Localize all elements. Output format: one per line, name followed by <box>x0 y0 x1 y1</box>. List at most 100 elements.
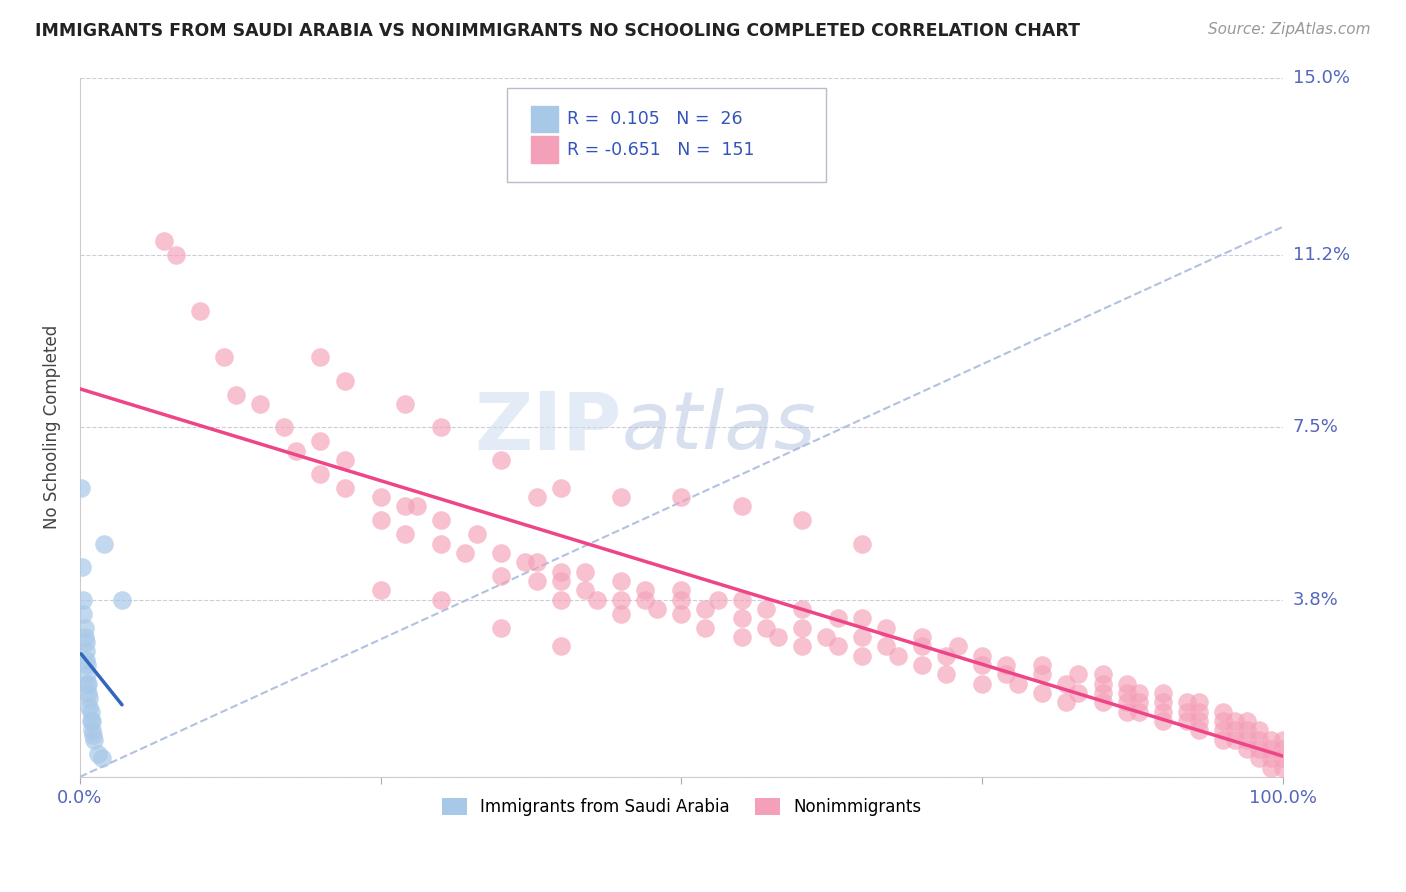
Point <box>1007 676 1029 690</box>
Point <box>790 513 813 527</box>
Point <box>73 621 96 635</box>
Point <box>76 657 98 672</box>
Point <box>586 592 609 607</box>
Point <box>730 592 752 607</box>
Point <box>370 583 392 598</box>
Point <box>1091 667 1114 681</box>
Point <box>75 634 97 648</box>
Point <box>695 602 717 616</box>
Point <box>1031 667 1053 681</box>
Bar <box>531 136 558 163</box>
Point <box>972 648 994 663</box>
Point <box>972 657 994 672</box>
Point <box>1212 714 1234 728</box>
Point <box>394 500 416 514</box>
Point <box>333 453 356 467</box>
Point <box>946 640 969 654</box>
Text: IMMIGRANTS FROM SAUDI ARABIA VS NONIMMIGRANTS NO SCHOOLING COMPLETED CORRELATION: IMMIGRANTS FROM SAUDI ARABIA VS NONIMMIG… <box>35 22 1080 40</box>
Point <box>610 607 633 621</box>
Point <box>430 420 453 434</box>
Point <box>610 592 633 607</box>
Text: 15.0%: 15.0% <box>1292 69 1350 87</box>
Point <box>72 607 94 621</box>
Point <box>79 690 101 705</box>
Point <box>550 592 572 607</box>
Point <box>273 420 295 434</box>
Point <box>574 565 596 579</box>
Point <box>1247 742 1270 756</box>
Point <box>76 676 98 690</box>
Point <box>1236 742 1258 756</box>
Text: 3.8%: 3.8% <box>1292 591 1339 608</box>
Point <box>995 667 1018 681</box>
Point <box>730 500 752 514</box>
Point <box>695 621 717 635</box>
Point <box>1260 760 1282 774</box>
Point <box>1115 705 1137 719</box>
Point <box>1247 732 1270 747</box>
Point <box>1115 686 1137 700</box>
Point <box>405 500 427 514</box>
Point <box>671 607 693 621</box>
Point <box>1236 714 1258 728</box>
Point <box>1031 686 1053 700</box>
Point <box>489 546 512 560</box>
Point <box>83 732 105 747</box>
Point <box>76 667 98 681</box>
Point <box>827 611 849 625</box>
Point <box>887 648 910 663</box>
Point <box>1188 723 1211 738</box>
Point <box>634 592 657 607</box>
Point <box>671 592 693 607</box>
Point <box>212 351 235 365</box>
Point <box>430 592 453 607</box>
Point <box>309 467 332 481</box>
Point <box>1236 723 1258 738</box>
Point <box>1152 695 1174 709</box>
Point <box>153 234 176 248</box>
Point <box>610 574 633 588</box>
Point <box>489 453 512 467</box>
Point <box>911 657 934 672</box>
Point <box>634 583 657 598</box>
Point <box>77 686 100 700</box>
Point <box>851 537 873 551</box>
Point <box>671 583 693 598</box>
Point <box>706 592 728 607</box>
Point <box>93 537 115 551</box>
Point <box>875 640 897 654</box>
Point <box>1091 676 1114 690</box>
Text: R =  0.105   N =  26: R = 0.105 N = 26 <box>567 110 742 128</box>
Point <box>851 611 873 625</box>
Point <box>574 583 596 598</box>
Point <box>1236 732 1258 747</box>
Point <box>610 490 633 504</box>
Point <box>75 644 97 658</box>
Point <box>70 481 93 495</box>
Point <box>1128 705 1150 719</box>
Point <box>1091 695 1114 709</box>
Point <box>82 728 104 742</box>
Point <box>1175 714 1198 728</box>
Point <box>73 630 96 644</box>
Point <box>333 481 356 495</box>
Point <box>465 527 488 541</box>
Point <box>1212 732 1234 747</box>
Point <box>1247 751 1270 765</box>
Point <box>77 676 100 690</box>
Point <box>1128 686 1150 700</box>
Point <box>1188 695 1211 709</box>
Point <box>1091 686 1114 700</box>
Point <box>1031 657 1053 672</box>
Point <box>550 481 572 495</box>
Point <box>1054 695 1077 709</box>
Point <box>489 621 512 635</box>
Point <box>430 513 453 527</box>
Point <box>1115 676 1137 690</box>
Point <box>370 490 392 504</box>
Point <box>370 513 392 527</box>
Point <box>1223 714 1246 728</box>
Point <box>1212 705 1234 719</box>
Text: atlas: atlas <box>621 388 815 467</box>
Point <box>647 602 669 616</box>
